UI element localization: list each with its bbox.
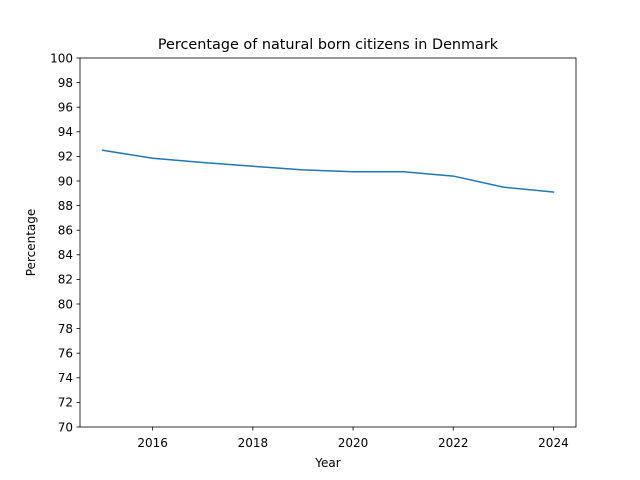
x-axis: 2016 2018 2020 2022 2024 bbox=[137, 427, 569, 450]
y-axis: 70 72 74 76 78 80 82 84 86 88 90 92 94 96 98 100 bbox=[50, 51, 80, 434]
x-axis-label: Year bbox=[314, 456, 340, 470]
plot-frame bbox=[79, 57, 577, 428]
y-tick-label: 72 bbox=[58, 396, 73, 410]
x-tick-label: 2016 bbox=[137, 436, 168, 450]
y-tick-label: 80 bbox=[58, 297, 73, 311]
y-tick-label: 92 bbox=[58, 150, 73, 164]
y-tick-label: 86 bbox=[58, 224, 73, 238]
x-tick-label: 2022 bbox=[438, 436, 469, 450]
y-tick-label: 96 bbox=[58, 101, 73, 115]
series-line bbox=[101, 149, 555, 193]
y-tick-label: 78 bbox=[58, 322, 73, 336]
y-tick-label: 98 bbox=[58, 76, 73, 90]
y-tick-label: 88 bbox=[58, 199, 73, 213]
x-tick-label: 2018 bbox=[238, 436, 269, 450]
chart-title: Percentage of natural born citizens in D… bbox=[158, 37, 499, 53]
x-tick-label: 2020 bbox=[338, 436, 369, 450]
y-tick-label: 90 bbox=[58, 174, 73, 188]
y-tick-label: 94 bbox=[58, 125, 73, 139]
y-tick-label: 76 bbox=[58, 347, 73, 361]
y-tick-label: 100 bbox=[50, 51, 73, 65]
y-axis-label: Percentage bbox=[24, 209, 38, 277]
y-tick-label: 70 bbox=[58, 420, 73, 434]
y-tick-label: 84 bbox=[58, 248, 73, 262]
y-tick-label: 82 bbox=[58, 273, 73, 287]
series-group bbox=[101, 149, 555, 193]
x-tick-label: 2024 bbox=[538, 436, 569, 450]
y-tick-label: 74 bbox=[58, 371, 73, 385]
